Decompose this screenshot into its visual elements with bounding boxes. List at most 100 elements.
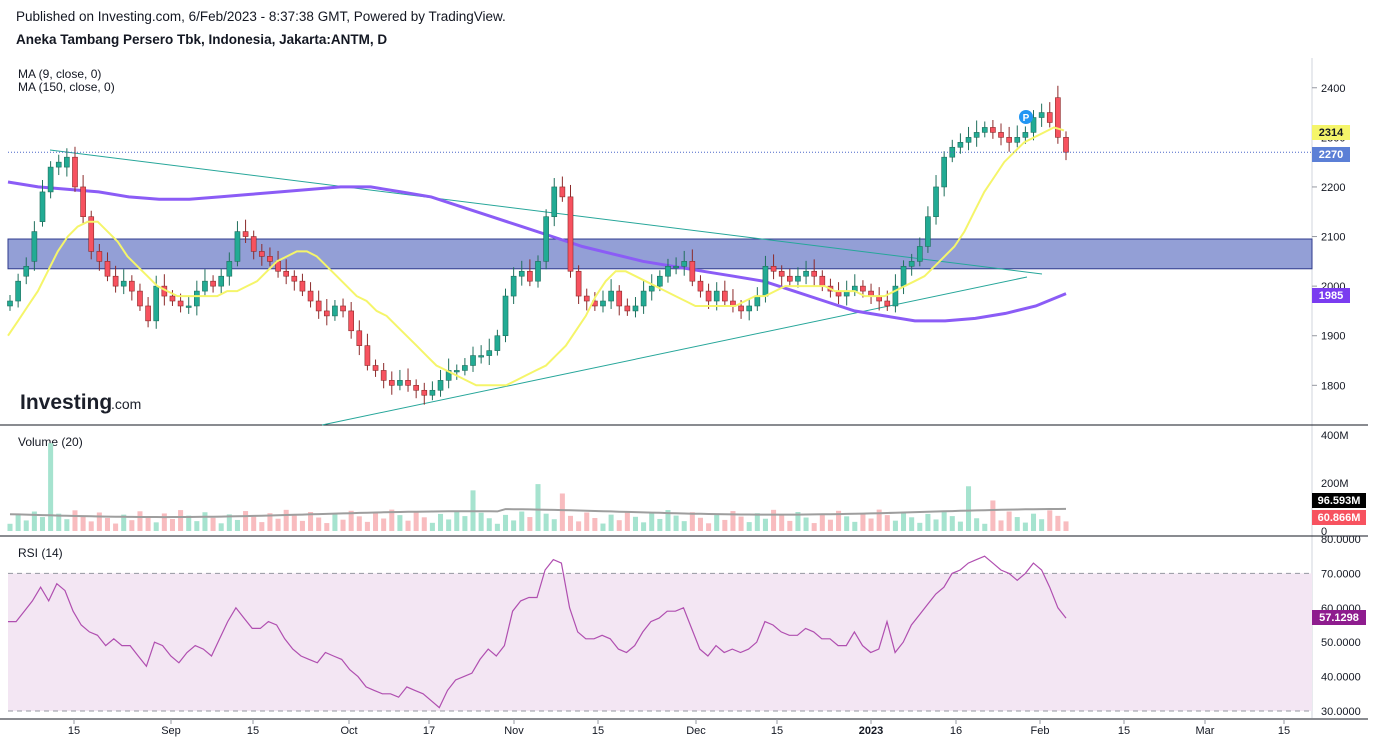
volume-bar — [226, 514, 232, 531]
time-tick-label: 15 — [247, 725, 259, 737]
time-tick-label: 15 — [592, 725, 604, 737]
candle-body — [990, 127, 996, 133]
candle-body — [673, 265, 679, 269]
price-tick-label: 2400 — [1321, 83, 1345, 95]
volume-bar — [202, 512, 208, 531]
candle-body — [575, 270, 582, 297]
rsi-tick-label: 50.0000 — [1321, 637, 1361, 649]
candle-body — [210, 280, 216, 287]
volume-bar — [283, 509, 289, 531]
volume-bar — [795, 512, 801, 531]
volume-bar — [990, 500, 996, 531]
ma9-path — [7, 126, 1065, 387]
time-tick-label: Feb — [1031, 725, 1050, 737]
volume-bar — [316, 517, 322, 531]
p-marker-icon[interactable] — [1019, 110, 1033, 124]
candle-body — [194, 290, 200, 307]
volume-bar — [88, 521, 94, 531]
candle-body — [559, 186, 566, 198]
volume-bar — [665, 510, 671, 531]
candle-body — [624, 305, 631, 312]
candle-body — [697, 280, 704, 292]
volume-bar — [178, 510, 184, 531]
candle-body — [762, 265, 769, 297]
volume-bar — [1055, 515, 1061, 531]
volume-bar — [1022, 522, 1028, 531]
candle-body — [15, 280, 21, 302]
volume-bar — [608, 514, 614, 531]
candle-body — [770, 265, 777, 272]
ma150-path — [7, 180, 1067, 323]
candle-body — [543, 216, 549, 262]
candle-body — [478, 355, 484, 358]
volume-bar — [706, 523, 712, 531]
candle-body — [429, 389, 436, 396]
tag-ma9: 2314 — [1312, 125, 1350, 140]
volume-bar — [15, 514, 21, 531]
time-tick-label: 17 — [423, 725, 435, 737]
volume-bar — [519, 511, 525, 531]
candle-body — [145, 305, 151, 322]
volume-bar — [381, 518, 387, 531]
volume-bar — [641, 522, 647, 531]
volume-bar — [340, 519, 346, 531]
rsi-band — [8, 573, 1312, 711]
candle-body — [104, 261, 111, 277]
candle-body — [1063, 137, 1069, 153]
candle-body — [234, 231, 241, 262]
volume-bar — [210, 517, 216, 531]
volume-bar — [373, 512, 379, 531]
volume-bar — [186, 515, 192, 531]
candle-body — [64, 156, 70, 168]
candle-body — [340, 305, 346, 312]
candle-body — [437, 380, 444, 391]
candle-body — [551, 186, 558, 218]
volume-bars — [7, 443, 1069, 531]
volume-bar — [356, 516, 362, 531]
volume-bar — [194, 521, 200, 531]
candle-body — [722, 290, 728, 302]
candle-body — [860, 285, 866, 292]
volume-bar — [543, 513, 549, 531]
axis-extra-ticks: 400M200M080.000070.000060.000050.000040.… — [1321, 430, 1361, 718]
candle-body — [567, 196, 574, 272]
candle-body — [957, 142, 964, 148]
volume-bar — [697, 517, 703, 531]
volume-bar — [836, 510, 842, 531]
candle-body — [445, 370, 452, 381]
candle-body — [397, 380, 403, 386]
volume-bar — [714, 514, 720, 531]
candle-body — [916, 246, 923, 262]
candle-body — [1046, 112, 1053, 123]
candle-body — [356, 330, 363, 346]
candle-body — [291, 275, 298, 282]
rsi-label: RSI (14) — [18, 546, 63, 560]
candle-body — [47, 166, 54, 193]
volume-bar — [974, 518, 980, 531]
volume-bar — [827, 519, 833, 531]
candle-body — [388, 380, 395, 386]
volume-bar — [584, 512, 590, 531]
candle-body — [137, 290, 143, 307]
volume-bar — [462, 516, 468, 531]
volume-bar — [1030, 513, 1037, 531]
candle-body — [1038, 112, 1045, 118]
rsi-path — [8, 555, 1067, 709]
candle-body — [998, 132, 1004, 138]
volume-ma-line — [9, 507, 1067, 519]
price-tick-label: 2200 — [1321, 182, 1345, 194]
volume-bar — [819, 514, 825, 531]
p-marker-label: P — [1023, 113, 1030, 124]
tag-volume-ma: 96.593M — [1312, 493, 1366, 508]
time-tick-label: Nov — [504, 725, 524, 737]
rsi-line — [8, 555, 1067, 709]
rsi-tick-label: 70.0000 — [1321, 568, 1361, 580]
volume-bar — [998, 520, 1004, 531]
volume-bar — [275, 518, 281, 531]
volume-bar — [811, 523, 817, 531]
candle-body — [689, 261, 696, 282]
volume-bar — [681, 521, 687, 531]
volume-bar — [966, 486, 972, 531]
candle-body — [250, 236, 257, 252]
